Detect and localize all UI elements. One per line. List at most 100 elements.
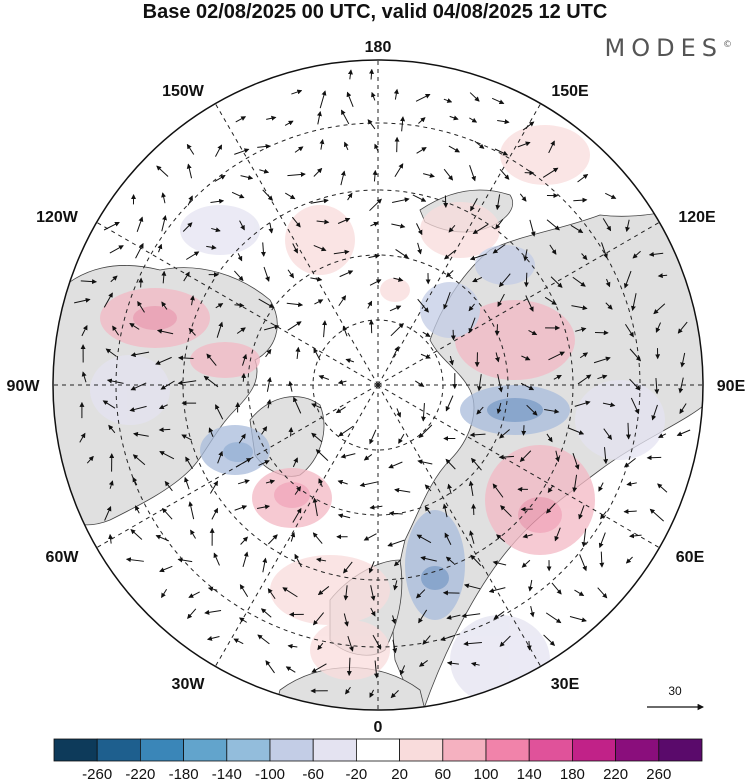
wind-arrow — [291, 216, 301, 228]
anomaly-negative-core — [421, 566, 449, 590]
wind-arrow — [108, 480, 114, 489]
colorbar-swatch — [183, 738, 228, 762]
wind-arrow — [369, 68, 374, 80]
lon-label-150w: 150W — [162, 83, 205, 100]
wind-arrow — [130, 529, 143, 540]
colorbar-tick-label: 20 — [391, 766, 408, 783]
wind-arrow — [337, 479, 348, 485]
wind-arrow — [447, 483, 453, 495]
wind-arrow — [312, 612, 325, 626]
colorbar-swatch — [355, 738, 400, 762]
wind-arrow — [186, 251, 200, 260]
lon-label-30e: 30E — [551, 676, 580, 693]
wind-arrow — [295, 346, 301, 360]
wind-arrow — [623, 457, 636, 468]
wind-arrow — [181, 434, 192, 441]
wind-arrow — [545, 612, 562, 624]
wind-arrow — [129, 322, 140, 330]
wind-arrow — [344, 141, 349, 151]
wind-arrow — [340, 453, 356, 459]
wind-arrow — [657, 273, 668, 279]
anomaly-positive — [285, 205, 355, 275]
wind-arrow — [396, 408, 402, 418]
wind-arrow — [495, 218, 504, 230]
wind-arrow — [106, 378, 124, 384]
wind-arrow — [422, 635, 431, 645]
wind-arrow — [424, 484, 432, 492]
wind-arrow — [581, 528, 587, 548]
wind-arrow — [470, 661, 480, 667]
wind-arrow — [373, 660, 379, 679]
wind-arrow — [239, 220, 245, 231]
wind-arrow — [156, 165, 169, 177]
wind-arrow — [261, 426, 268, 435]
wind-arrow — [266, 115, 277, 121]
wind-arrow — [472, 223, 489, 235]
wind-arrow — [159, 565, 173, 573]
wind-arrow — [629, 533, 642, 539]
wind-arrow — [267, 588, 276, 600]
wind-arrow — [337, 513, 351, 519]
wind-arrow — [343, 561, 353, 574]
wind-arrow — [185, 456, 193, 470]
wind-arrow — [109, 245, 124, 254]
wind-arrow — [474, 140, 485, 149]
wind-arrow — [285, 192, 296, 200]
wind-arrow — [657, 483, 668, 493]
wind-arrow — [603, 447, 609, 465]
wind-arrow — [130, 382, 147, 391]
wind-arrow — [264, 324, 280, 331]
wind-arrow — [258, 298, 275, 308]
wind-arrow — [112, 325, 120, 336]
wind-arrow — [260, 242, 266, 257]
wind-arrow — [319, 90, 327, 109]
wind-arrow — [416, 589, 426, 599]
wind-arrow — [469, 530, 475, 544]
wind-arrow — [416, 534, 432, 544]
wind-arrow — [242, 353, 248, 366]
wind-arrow — [216, 321, 224, 338]
wind-arrow — [313, 347, 321, 361]
wind-arrow — [623, 270, 632, 289]
wind-arrow — [549, 244, 557, 255]
wind-arrow — [529, 219, 536, 237]
wind-arrow — [573, 197, 588, 203]
wind-arrow — [472, 276, 483, 283]
wind-arrow — [347, 192, 353, 201]
wind-arrow — [463, 583, 481, 590]
colorbar-swatch — [485, 738, 530, 762]
wind-arrow — [188, 327, 196, 336]
wind-arrow — [445, 556, 455, 565]
wind-arrow — [446, 660, 459, 666]
wind-arrow — [497, 374, 503, 393]
wind-arrow — [394, 163, 404, 178]
wind-arrow — [162, 507, 173, 520]
colorbar-tick-label: 60 — [434, 766, 451, 783]
wind-arrow — [129, 405, 147, 412]
lon-label-120e: 120E — [678, 209, 716, 226]
wind-arrow — [291, 89, 303, 95]
wind-arrow — [211, 507, 219, 520]
colorbar-swatch — [53, 738, 98, 762]
anomaly-positive — [270, 555, 390, 625]
wind-arrow — [204, 609, 222, 615]
wind-arrow — [649, 508, 664, 522]
wind-arrow — [363, 533, 377, 541]
wind-arrow — [343, 613, 349, 627]
wind-arrow — [262, 189, 274, 201]
colorbar-tick-label: 220 — [603, 766, 628, 783]
wind-arrow — [108, 424, 116, 434]
wind-arrow — [257, 504, 270, 510]
wind-arrow — [315, 449, 329, 462]
wind-arrow — [231, 191, 245, 199]
wind-arrow — [629, 378, 641, 391]
wind-arrow — [239, 584, 249, 597]
colorbar-swatch — [572, 738, 617, 762]
wind-arrow — [158, 427, 171, 433]
wind-arrow — [368, 561, 375, 574]
wind-arrow — [550, 276, 563, 288]
lon-label-90w: 90W — [7, 378, 41, 395]
wind-arrow — [217, 450, 223, 464]
wind-arrow — [370, 221, 379, 227]
wind-arrow — [282, 587, 298, 598]
